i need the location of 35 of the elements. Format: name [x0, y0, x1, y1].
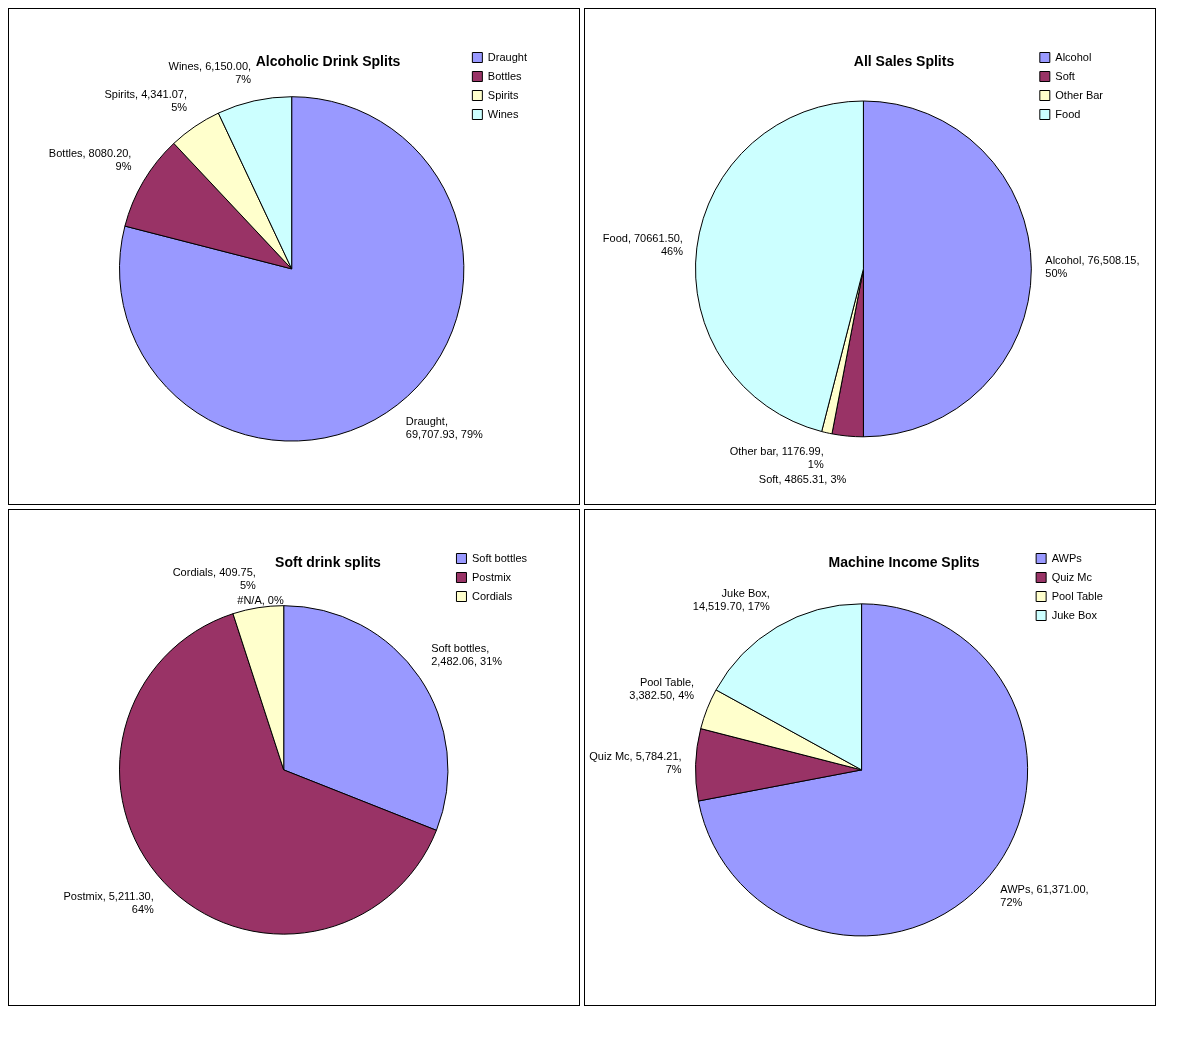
legend-label: Soft bottles [471, 551, 528, 564]
legend-label: Other Bar [1055, 88, 1104, 101]
data-label: AWPs, 61,371.00, 72% [1000, 883, 1089, 909]
data-label: Postmix, 5,211.30, 64% [63, 890, 155, 916]
legend-label: Quiz Mc [1051, 570, 1093, 583]
data-label: Bottles, 8080.20, 9% [48, 146, 132, 172]
data-label: Spirits, 4,341.07, 5% [104, 87, 188, 113]
data-label: Other bar, 1176.99, 1% [729, 444, 824, 470]
legend-label: Postmix [471, 570, 512, 583]
legend-label: Wines [487, 107, 519, 120]
chart-title: Soft drink splits [275, 554, 382, 571]
chart-title: Alcoholic Drink Splits [255, 53, 401, 70]
legend-label: Soft [1055, 69, 1075, 82]
text: #N/A, 0% [237, 594, 284, 607]
data-label: Alcohol, 76,508.15, 50% [1045, 254, 1140, 280]
data-label: Soft, 4865.31, 3% [758, 472, 847, 485]
legend-label: Cordials [471, 589, 513, 602]
data-label: Food, 70661.50, 46% [602, 231, 684, 257]
legend-label: AWPs [1051, 551, 1083, 564]
data-label: Soft bottles, 2,482.06, 31% [431, 642, 503, 668]
legend-label: Food [1055, 107, 1081, 120]
data-label: Quiz Mc, 5,784.21, 7% [589, 749, 682, 775]
chart-title: Machine Income Splits [828, 554, 980, 571]
legend-label: Spirits [487, 88, 519, 101]
legend-label: Pool Table [1051, 589, 1103, 602]
legend-label: Bottles [487, 69, 522, 82]
legend-label: Alcohol [1055, 50, 1092, 63]
data-label: Juke Box, 14,519.70, 17% [692, 587, 771, 613]
legend-label: Juke Box [1051, 608, 1098, 621]
legend-label: Draught [487, 50, 528, 63]
data-label: Wines, 6,150.00, 7% [168, 59, 252, 85]
chart-title: All Sales Splits [853, 53, 955, 70]
data-label: Cordials, 409.75, 5% [172, 566, 257, 592]
data-label: Draught, 69,707.93, 79% [405, 414, 484, 440]
data-label: Pool Table, 3,382.50, 4% [629, 676, 695, 702]
